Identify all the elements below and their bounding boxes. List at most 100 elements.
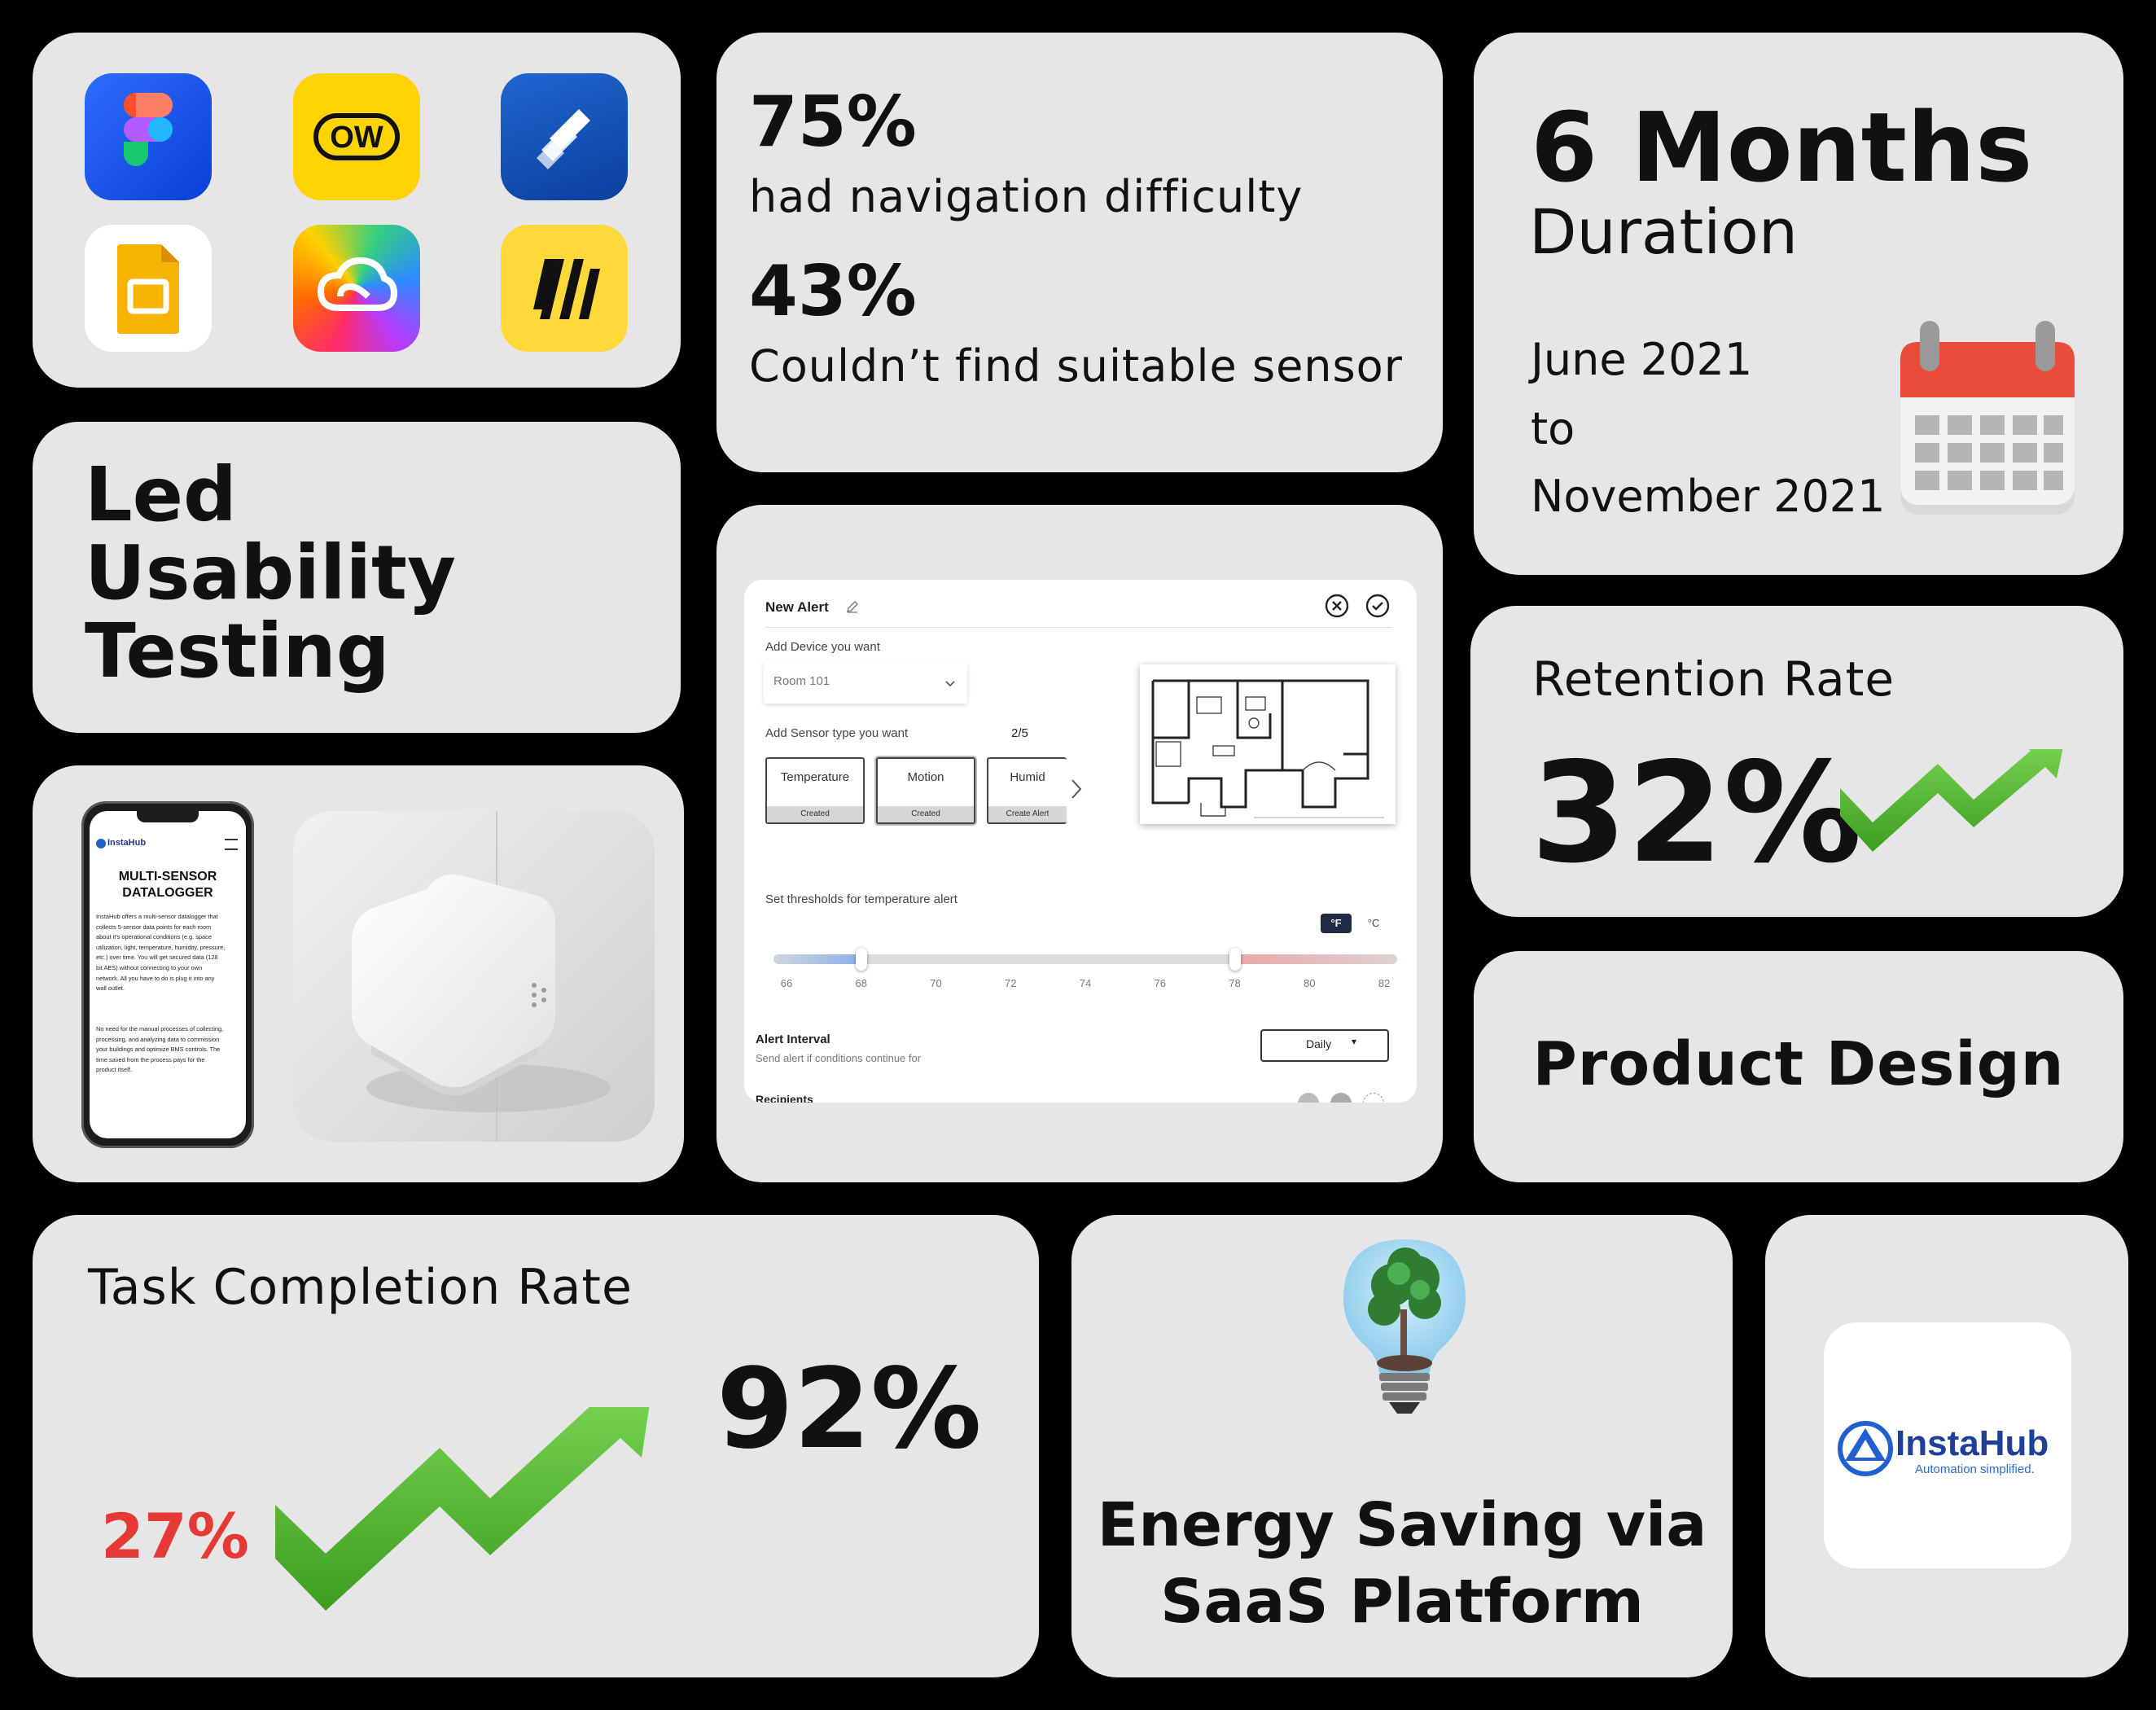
slider-low-range bbox=[773, 954, 861, 964]
unit-toggle[interactable]: °F °C bbox=[1321, 914, 1394, 933]
sensor-count: 2/5 bbox=[1011, 726, 1028, 740]
phone-text-line: No need for the manual processes of coll… bbox=[96, 1025, 224, 1033]
instahub-small-logo-icon bbox=[96, 839, 106, 848]
retention-label: Retention Rate bbox=[1532, 651, 1895, 707]
tools-card: OW bbox=[33, 33, 681, 388]
add-recipient-button[interactable] bbox=[1363, 1093, 1384, 1103]
slider-tick-label: 72 bbox=[1005, 977, 1017, 989]
sensor-card-motion[interactable]: Motion Created bbox=[876, 757, 975, 824]
role-card: Led Usability Testing bbox=[33, 422, 681, 733]
stat-sensor-value: 43% bbox=[749, 251, 917, 332]
research-stats-card: 75% had navigation difficulty 43% Couldn… bbox=[716, 33, 1443, 472]
sensor-status: Create Alert bbox=[988, 806, 1067, 822]
duration-label: Duration bbox=[1529, 195, 1799, 268]
duration-value: 6 Months bbox=[1531, 91, 2033, 204]
close-icon[interactable] bbox=[1324, 593, 1350, 619]
energy-line-2: SaaS Platform bbox=[1160, 1567, 1644, 1637]
interval-hint: Send alert if conditions continue for bbox=[756, 1052, 922, 1064]
jira-icon bbox=[501, 73, 628, 200]
menu-icon[interactable] bbox=[225, 839, 238, 850]
stat-sensor-label: Couldn’t find suitable sensor bbox=[749, 340, 1403, 392]
sensor-device-photo bbox=[293, 811, 655, 1142]
phone-text-line: utilization, light, temperature, humidit… bbox=[96, 943, 226, 951]
retention-card: Retention Rate 32% bbox=[1470, 606, 2123, 917]
phone-paragraph-2: No need for the manual processes of coll… bbox=[96, 1024, 243, 1076]
phone-screen: InstaHub MULTI-SENSOR DATALOGGER InstaHu… bbox=[90, 811, 246, 1138]
task-completion-before: 27% bbox=[101, 1500, 249, 1572]
confirm-check-icon[interactable] bbox=[1365, 593, 1391, 619]
device-select[interactable]: Room 101 bbox=[764, 661, 967, 704]
phone-mockup: InstaHub MULTI-SENSOR DATALOGGER InstaHu… bbox=[81, 801, 254, 1148]
stat-navigation-value: 75% bbox=[749, 81, 917, 163]
unit-c-option[interactable]: °C bbox=[1367, 917, 1380, 929]
task-completion-card: Task Completion Rate 27% 92% bbox=[33, 1215, 1039, 1677]
chevron-right-icon[interactable] bbox=[1068, 777, 1085, 801]
slider-high-handle[interactable] bbox=[1229, 948, 1241, 971]
phone-brand: InstaHub bbox=[107, 838, 147, 848]
phone-paragraph-1: InstaHub offers a multi-sensor datalogge… bbox=[96, 912, 243, 994]
threshold-label: Set thresholds for temperature alert bbox=[765, 892, 957, 906]
duration-card: 6 Months Duration June 2021 to November … bbox=[1474, 33, 2123, 575]
phone-notch bbox=[137, 811, 199, 822]
sensor-status: Created bbox=[767, 806, 863, 822]
floor-plan-image bbox=[1140, 664, 1396, 824]
device-showcase-card: InstaHub MULTI-SENSOR DATALOGGER InstaHu… bbox=[33, 765, 684, 1182]
phone-text-line: etc.) over time. You will get secured da… bbox=[96, 954, 218, 962]
sensor-name: Temperature bbox=[780, 770, 850, 784]
phone-text-line: bit AES) without connecting to your own bbox=[96, 963, 203, 971]
recipients-label: Recipients bbox=[756, 1093, 813, 1103]
lightbulb-tree-icon bbox=[1335, 1236, 1474, 1417]
phone-text-line: collects 5-sensor data points for each r… bbox=[96, 923, 212, 931]
phone-text-line: product itself. bbox=[96, 1066, 132, 1074]
energy-line-1: Energy Saving via bbox=[1097, 1490, 1707, 1560]
phone-text-line: about it's operational conditions (e.g. … bbox=[96, 933, 212, 941]
device-select-value: Room 101 bbox=[773, 674, 830, 688]
device-label: Add Device you want bbox=[765, 640, 880, 654]
interval-dropdown[interactable]: Daily ▾ bbox=[1260, 1029, 1389, 1062]
slider-tick-label: 66 bbox=[780, 977, 793, 989]
duration-to: to bbox=[1531, 403, 1575, 454]
interval-value: Daily bbox=[1306, 1037, 1332, 1050]
sensor-card-temperature[interactable]: Temperature Created bbox=[765, 757, 865, 824]
unit-f-option[interactable]: °F bbox=[1321, 914, 1352, 933]
edit-pencil-icon[interactable] bbox=[845, 599, 860, 614]
slider-tick-label: 74 bbox=[1079, 977, 1092, 989]
sensor-name: Motion bbox=[907, 770, 944, 784]
product-design-card: Product Design bbox=[1474, 951, 2123, 1182]
recipient-avatar[interactable] bbox=[1330, 1093, 1352, 1103]
phone-text-line: your buildings and optimize BMS controls… bbox=[96, 1046, 221, 1054]
phone-text-line: processing, and analyzing data to commis… bbox=[96, 1035, 220, 1043]
task-completion-after: 92% bbox=[716, 1345, 982, 1474]
instahub-logo-icon bbox=[1837, 1420, 1894, 1477]
new-alert-screen: New Alert Add Device you want Room 101 A… bbox=[744, 580, 1417, 1103]
google-slides-icon bbox=[85, 225, 212, 352]
duration-start: June 2021 bbox=[1531, 334, 1753, 385]
phone-text-line: wall outlet. bbox=[96, 984, 125, 993]
logo-card: InstaHub Automation simplified. bbox=[1765, 1215, 2128, 1677]
calendar-icon bbox=[1897, 318, 2078, 521]
slider-tick-label: 80 bbox=[1304, 977, 1316, 989]
sensor-name: Humid bbox=[1010, 770, 1045, 784]
miro-icon bbox=[501, 225, 628, 352]
sensor-card-humid[interactable]: Humid Create Alert bbox=[987, 757, 1067, 824]
energy-saving-card: Energy Saving via SaaS Platform bbox=[1071, 1215, 1733, 1677]
slider-low-handle[interactable] bbox=[855, 948, 867, 971]
recipient-avatar[interactable] bbox=[1298, 1093, 1319, 1103]
logo-tile: InstaHub Automation simplified. bbox=[1824, 1322, 2071, 1568]
figma-icon bbox=[85, 73, 212, 200]
retention-value: 32% bbox=[1531, 733, 1862, 894]
phone-text-line: time saved from the process pays for the bbox=[96, 1055, 205, 1063]
chevron-down-icon bbox=[944, 677, 956, 687]
threshold-slider[interactable] bbox=[759, 938, 1402, 995]
sensor-status: Created bbox=[878, 806, 974, 822]
trend-up-arrow-icon bbox=[1837, 731, 2073, 855]
slider-tick-label: 78 bbox=[1229, 977, 1241, 989]
slider-tick-label: 82 bbox=[1378, 977, 1391, 989]
role-line-2: Usability bbox=[85, 529, 456, 616]
duration-end: November 2021 bbox=[1531, 471, 1886, 522]
slider-high-range bbox=[1234, 954, 1397, 964]
slider-tick-label: 76 bbox=[1154, 977, 1166, 989]
caret-down-icon: ▾ bbox=[1352, 1036, 1357, 1047]
phone-text-line: network. All you have to do is plug it i… bbox=[96, 974, 215, 982]
logo-tagline: Automation simplified. bbox=[1915, 1462, 2035, 1476]
